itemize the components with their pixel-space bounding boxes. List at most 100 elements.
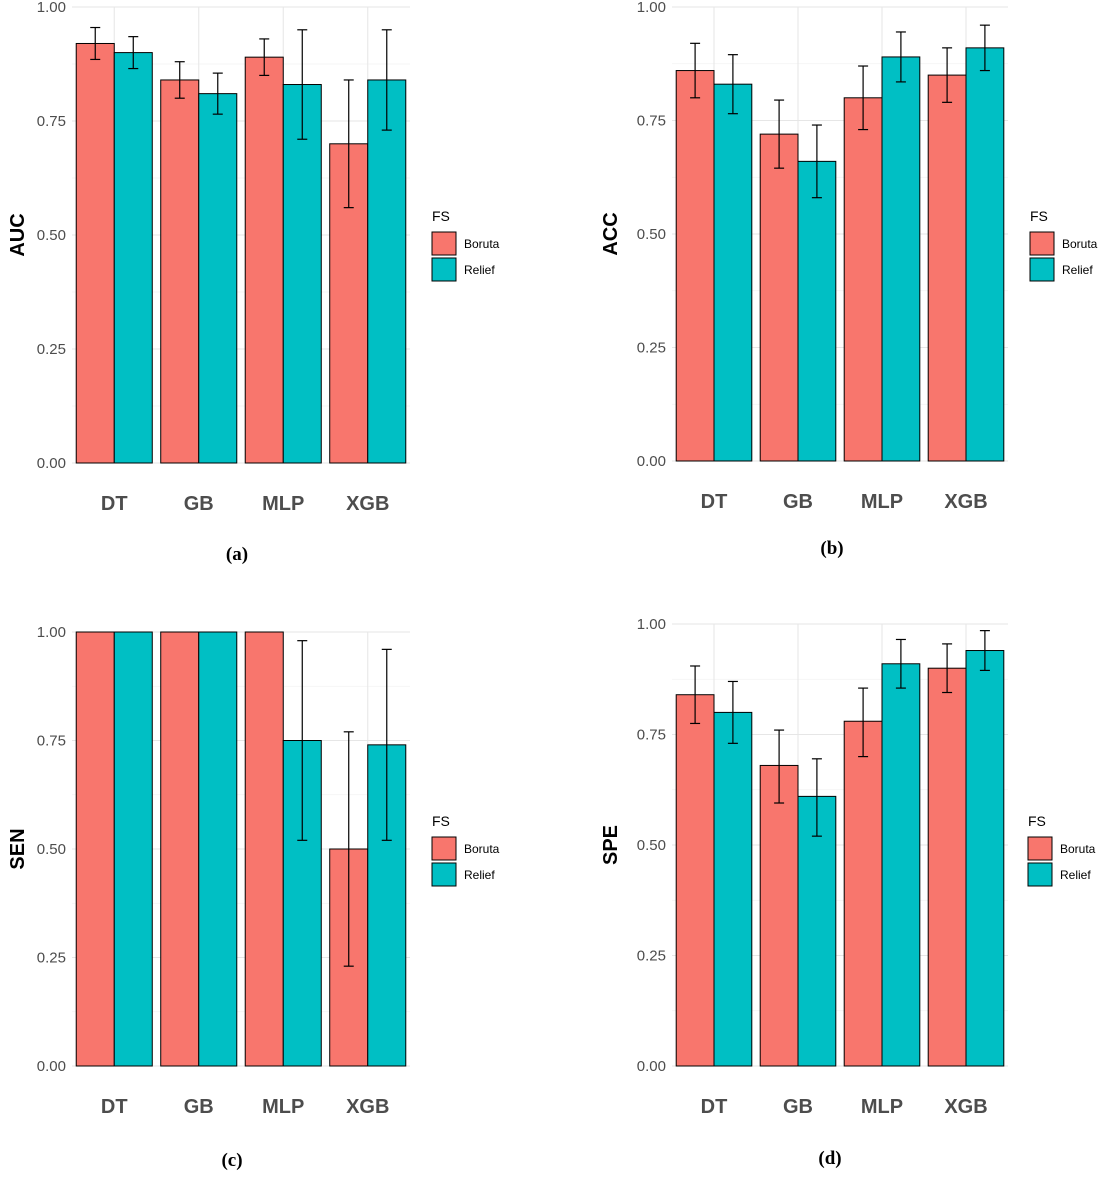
error-bar-relief-xgb [979, 24, 990, 72]
bar-boruta-mlp [843, 720, 883, 1067]
x-tick-label: GB [783, 1096, 813, 1118]
bar-relief-xgb [965, 650, 1005, 1067]
legend-label-boruta: Boruta [1060, 842, 1096, 856]
legend-label-boruta: Boruta [464, 842, 500, 856]
bar-relief-gb [198, 93, 238, 464]
error-bar-relief-gb [811, 758, 822, 837]
bar-boruta-gb [160, 79, 200, 464]
error-bar-relief-mlp [895, 31, 906, 83]
y-tick-label: 0.00 [37, 1058, 66, 1075]
error-bar-boruta-xgb [343, 79, 354, 209]
y-tick-label: 1.00 [637, 616, 666, 633]
error-bar-relief-gb [811, 124, 822, 199]
legend-key-relief [431, 257, 457, 282]
legend-key-boruta [1027, 836, 1053, 861]
legend-label-relief: Relief [1060, 868, 1091, 882]
bar-boruta-mlp [244, 56, 284, 464]
error-bar-relief-dt [727, 54, 738, 115]
chart-panel-2: 0.00 0.25 0.50 0.75 1.00 DT GB MLP XGB SEN FS Borut… [7, 624, 500, 1171]
x-tick-label: MLP [861, 1096, 903, 1118]
bar-boruta-dt [675, 694, 715, 1067]
bar-relief-mlp [881, 56, 921, 462]
error-bar-boruta-dt [90, 26, 101, 61]
x-tick-label: XGB [944, 491, 987, 513]
error-bar-boruta-gb [174, 61, 185, 99]
error-bar-relief-mlp [297, 640, 308, 841]
legend-label-relief: Relief [464, 263, 495, 277]
legend-key-relief [431, 862, 457, 887]
panel-caption: (c) [221, 1150, 242, 1171]
y-tick-label: 0.25 [637, 948, 666, 965]
y-tick-label: 0.25 [37, 950, 66, 967]
bar-relief-mlp [881, 663, 921, 1067]
bar-relief-xgb [965, 47, 1005, 462]
x-tick-label: MLP [262, 493, 304, 515]
bar-relief-xgb [367, 79, 407, 464]
y-tick-label: 0.50 [37, 841, 66, 858]
x-tick-label: XGB [346, 493, 389, 515]
error-bar-boruta-dt [690, 42, 701, 99]
y-tick-label: 0.75 [37, 113, 66, 130]
x-tick-label: GB [184, 493, 214, 515]
error-bar-boruta-mlp [858, 65, 869, 131]
error-bar-boruta-xgb [942, 643, 953, 694]
bar-boruta-xgb [927, 667, 967, 1067]
error-bar-relief-dt [128, 36, 139, 70]
x-tick-label: MLP [861, 491, 903, 513]
bar-boruta-gb [160, 631, 200, 1067]
bar-boruta-dt [675, 70, 715, 462]
x-tick-label: DT [701, 491, 728, 513]
y-tick-label: 0.50 [637, 837, 666, 854]
error-bar-relief-dt [727, 680, 738, 744]
legend-label-boruta: Boruta [464, 237, 500, 251]
bar-relief-dt [713, 711, 753, 1067]
error-bar-boruta-mlp [858, 687, 869, 758]
error-bar-boruta-gb [774, 99, 785, 169]
bar-relief-dt [113, 52, 153, 464]
y-tick-label: 1.00 [637, 0, 666, 16]
bar-relief-gb [797, 160, 837, 462]
error-bar-boruta-mlp [259, 38, 270, 77]
y-tick-label: 1.00 [37, 0, 66, 16]
y-axis-label: SPE [600, 825, 622, 865]
panel-caption: (b) [820, 538, 843, 559]
legend: FS Boruta Relief [1027, 813, 1096, 887]
bar-relief-gb [198, 631, 238, 1067]
legend-key-boruta [431, 836, 457, 861]
y-tick-label: 0.00 [637, 1058, 666, 1075]
error-bar-boruta-xgb [343, 731, 354, 967]
legend-title: FS [432, 813, 450, 829]
bar-relief-mlp [282, 84, 322, 464]
legend-title: FS [1030, 208, 1048, 224]
y-tick-label: 0.00 [37, 455, 66, 472]
panel-caption: (a) [226, 544, 248, 565]
legend-label-relief: Relief [1062, 263, 1093, 277]
bar-boruta-dt [75, 42, 115, 464]
x-tick-label: GB [783, 491, 813, 513]
y-tick-label: 0.50 [637, 226, 666, 243]
error-bar-boruta-xgb [942, 47, 953, 103]
panel-caption: (d) [818, 1148, 841, 1169]
bar-boruta-dt [75, 631, 115, 1067]
legend-key-relief [1027, 862, 1053, 887]
y-axis-label: SEN [7, 828, 29, 869]
error-bar-relief-xgb [381, 648, 392, 841]
bar-relief-dt [113, 631, 153, 1067]
legend-title: FS [432, 208, 450, 224]
legend-key-relief [1029, 257, 1055, 282]
bar-boruta-mlp [244, 631, 284, 1067]
y-axis-label: ACC [600, 212, 622, 255]
error-bar-relief-mlp [895, 638, 906, 689]
bar-relief-gb [797, 795, 837, 1067]
bar-boruta-mlp [843, 97, 883, 462]
y-tick-label: 0.50 [37, 227, 66, 244]
error-bar-relief-mlp [297, 29, 308, 140]
error-bar-boruta-dt [690, 665, 701, 725]
chart-panel-0: 0.00 0.25 0.50 0.75 1.00 DT GB MLP XGB AUC FS Borut… [7, 0, 500, 565]
bar-boruta-xgb [927, 74, 967, 462]
y-tick-label: 0.25 [637, 340, 666, 357]
y-tick-label: 0.75 [37, 733, 66, 750]
x-tick-label: XGB [944, 1096, 987, 1118]
chart-panel-1: 0.00 0.25 0.50 0.75 1.00 DT GB MLP XGB ACC FS Borut… [600, 0, 1098, 559]
